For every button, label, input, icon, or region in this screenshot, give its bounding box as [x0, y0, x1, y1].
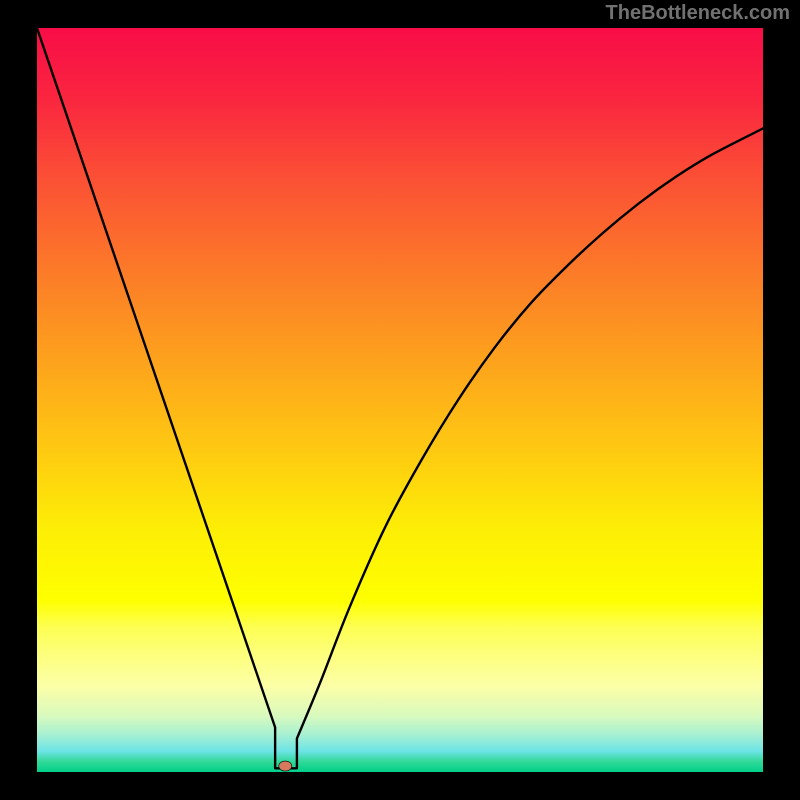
watermark-text: TheBottleneck.com	[606, 2, 790, 25]
chart-frame: TheBottleneck.com	[0, 0, 800, 800]
curve-path	[37, 28, 763, 768]
plot-area	[37, 28, 763, 772]
minimum-marker	[279, 761, 292, 771]
curve-svg	[37, 28, 763, 772]
